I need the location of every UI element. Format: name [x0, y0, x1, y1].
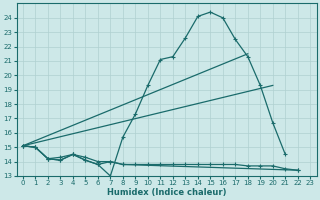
X-axis label: Humidex (Indice chaleur): Humidex (Indice chaleur): [107, 188, 226, 197]
